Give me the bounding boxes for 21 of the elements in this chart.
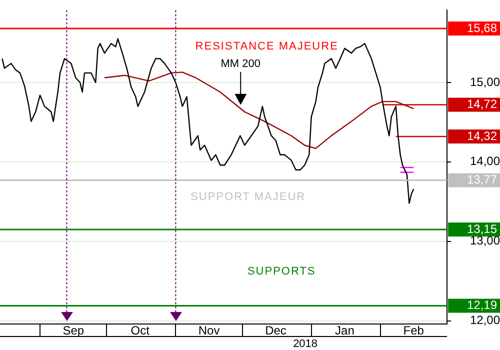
text: 2018: [293, 338, 318, 350]
x-tick-label: Oct: [130, 324, 150, 338]
ref-line-label: 13,15: [466, 222, 498, 236]
data-label: 14,32: [466, 128, 498, 143]
annotation: RESISTANCE MAJEURE: [195, 40, 338, 53]
annotation: SUPPORT MAJEUR: [190, 191, 306, 204]
y-tick-label: 14,00: [470, 154, 500, 168]
x-tick-label: Sep: [62, 324, 84, 338]
ref-line-label: 13,77: [466, 172, 498, 187]
x-tick-label: Jan: [335, 324, 354, 338]
x-tick-label: Nov: [198, 324, 220, 338]
ref-line-label: 15,68: [466, 20, 498, 35]
y-tick-label: 15,00: [470, 74, 500, 89]
y-tick-label: 13,00: [470, 234, 500, 248]
x-tick-label: Feb: [403, 324, 424, 338]
series-label: MM 200: [220, 58, 260, 70]
ref-line-label: 12,19: [466, 298, 498, 312]
y-tick-label: 12,00: [470, 313, 500, 328]
x-tick-label: Dec: [265, 324, 286, 338]
annotation: SUPPORTS: [247, 265, 316, 278]
data-label: 14,72: [466, 97, 498, 112]
